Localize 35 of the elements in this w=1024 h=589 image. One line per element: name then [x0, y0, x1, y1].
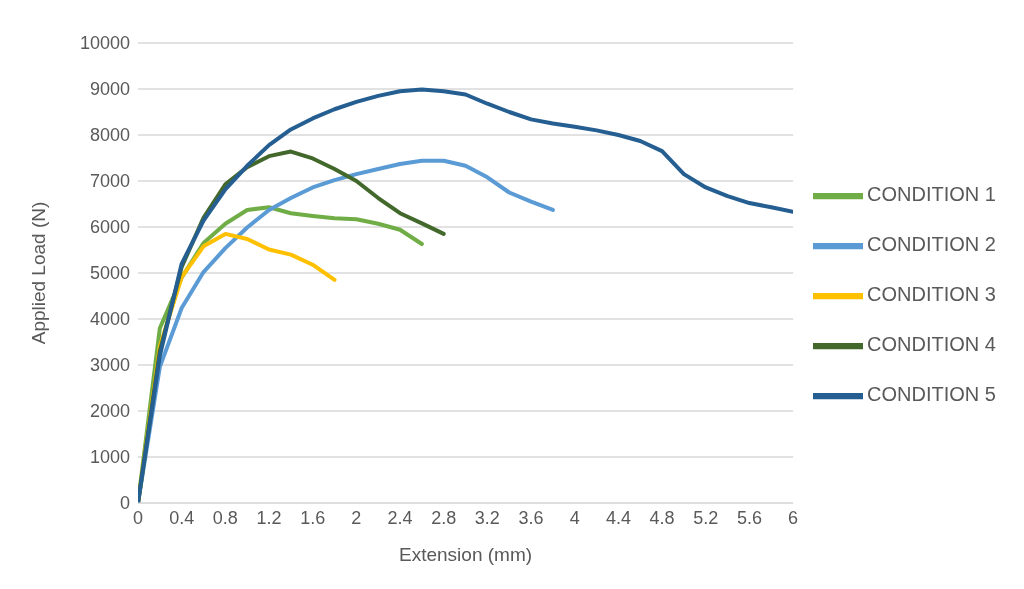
y-tick-label: 10000 [79, 33, 130, 54]
x-tick-label: 3.6 [518, 507, 544, 528]
x-tick-label: 0 [132, 507, 144, 528]
y-tick-label: 5000 [89, 263, 130, 284]
y-tick-label: 7000 [89, 171, 130, 192]
x-tick-label: 0.8 [212, 507, 238, 528]
y-tick-label: 8000 [89, 125, 130, 146]
x-axis-title: Extension (mm) [399, 544, 533, 565]
x-tick-label: 1.2 [256, 507, 282, 528]
x-tick-label: 4.8 [649, 507, 675, 528]
y-tick-label: 2000 [89, 401, 130, 422]
legend-label: CONDITION 3 [867, 282, 996, 305]
x-tick-label: 4 [569, 507, 580, 528]
y-tick-label: 9000 [89, 79, 130, 100]
x-tick-label: 2.8 [431, 507, 457, 528]
x-tick-label: 3.2 [474, 507, 500, 528]
legend-label: CONDITION 2 [867, 232, 996, 255]
x-tick-label: 5.6 [736, 507, 762, 528]
x-tick-label: 6 [788, 507, 799, 528]
y-tick-label: 3000 [89, 355, 130, 376]
x-tick-label: 0.4 [169, 507, 195, 528]
legend-label: CONDITION 5 [867, 382, 996, 405]
y-axis-title: Applied Load (N) [27, 201, 49, 345]
y-tick-label: 4000 [89, 309, 130, 330]
x-tick-label: 4.4 [605, 507, 631, 528]
legend-label: CONDITION 4 [867, 332, 996, 355]
line-series [138, 87, 794, 503]
x-tick-label: 2 [351, 507, 362, 528]
legend-label: CONDITION 1 [867, 182, 996, 205]
x-tick-label: 2.4 [387, 507, 413, 528]
y-tick-label: 6000 [89, 217, 130, 238]
x-tick-label: 1.6 [300, 507, 326, 528]
y-tick-label: 0 [119, 493, 130, 514]
y-tick-label: 1000 [89, 447, 130, 468]
x-tick-label: 5.2 [693, 507, 719, 528]
